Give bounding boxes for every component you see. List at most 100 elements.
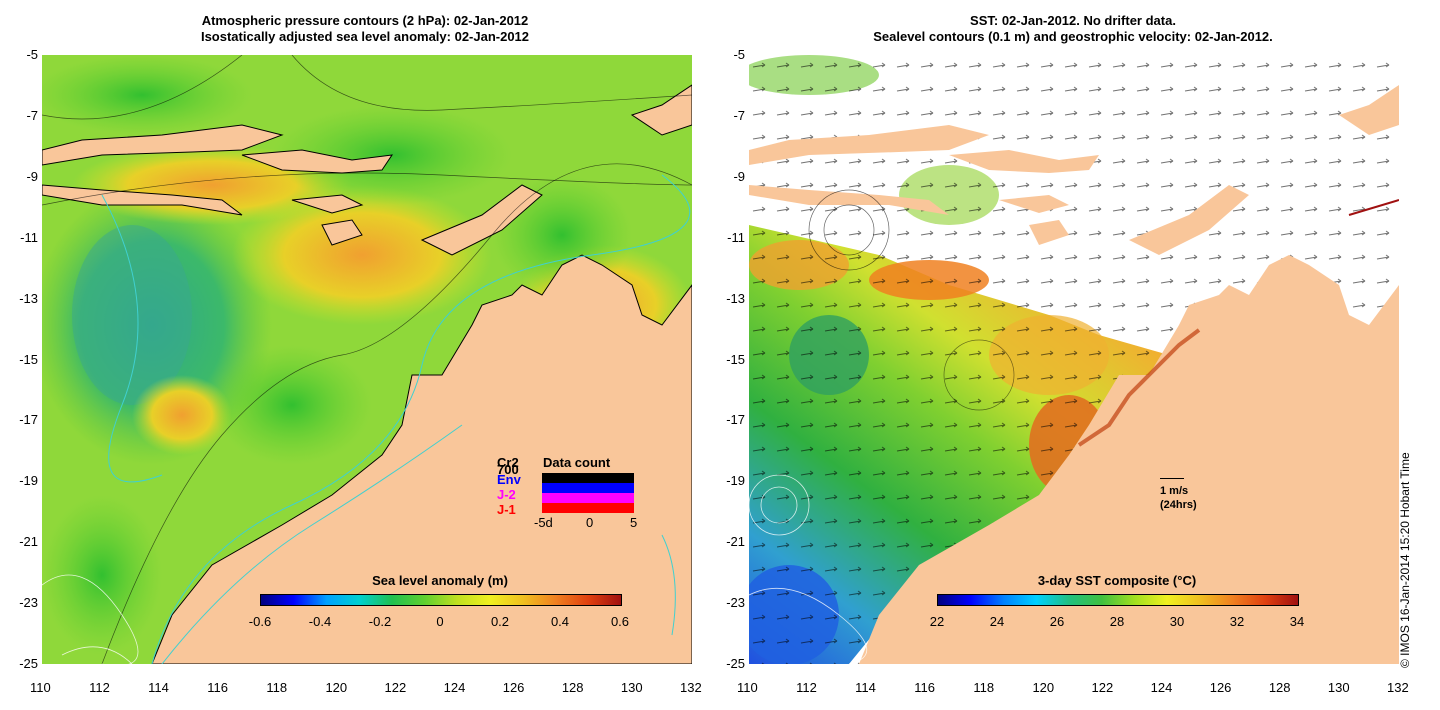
- env-bar: [542, 483, 634, 493]
- left-x-tick-9: 128: [561, 680, 584, 695]
- left-x-tick-3: 116: [207, 680, 228, 695]
- left-y-tick-10: -25: [19, 656, 38, 671]
- j2-bar: [542, 493, 634, 503]
- right-x-tick-10: 130: [1327, 680, 1350, 695]
- left-colorbar-label-1: -0.4: [308, 614, 332, 629]
- left-x-tick-5: 120: [325, 680, 348, 695]
- right-x-tick-2: 114: [855, 680, 876, 695]
- velocity-scale-sublabel: (24hrs): [1160, 499, 1197, 511]
- data-count-axis-start: -5d: [534, 515, 553, 530]
- left-colorbar-title: Sea level anomaly (m): [372, 573, 508, 588]
- sat-j2-label: J-2: [497, 487, 516, 502]
- left-colorbar: [260, 594, 622, 606]
- right-x-tick-11: 132: [1387, 680, 1409, 695]
- right-y-tick-10: -25: [726, 656, 745, 671]
- timor-island-sst: [1129, 185, 1249, 255]
- right-y-tick-7: -19: [726, 473, 745, 489]
- right-colorbar-label-1: 24: [989, 614, 1005, 629]
- right-x-tick-0: 110: [737, 680, 758, 695]
- banda-island-east: [630, 84, 692, 136]
- right-y-tick-0: -5: [733, 47, 745, 62]
- left-x-tick-0: 110: [30, 680, 51, 695]
- data-count-bars: [542, 473, 634, 513]
- java-island: [42, 124, 284, 166]
- data-count-axis-mid: 0: [586, 515, 594, 530]
- sst-map-svg: [749, 55, 1399, 664]
- left-colorbar-label-0: -0.6: [248, 614, 272, 629]
- velocity-scale-arrow: [1160, 478, 1184, 479]
- left-colorbar-label-4: 0.2: [490, 614, 510, 629]
- right-colorbar-label-3: 28: [1109, 614, 1125, 629]
- data-count-title: Data count: [543, 455, 611, 470]
- right-x-tick-5: 120: [1032, 680, 1055, 695]
- left-x-tick-10: 130: [620, 680, 643, 695]
- right-y-tick-2: -9: [733, 168, 745, 184]
- right-title-line1: SST: 02-Jan-2012. No drifter data.: [970, 13, 1176, 28]
- sst-map: [749, 55, 1399, 664]
- flores-island-sst: [949, 150, 1099, 173]
- banda-island-east-sst: [1339, 85, 1399, 135]
- velocity-scale-label: 1 m/s: [1160, 485, 1189, 497]
- right-y-tick-3: -11: [727, 229, 745, 245]
- left-y-tick-3: -11: [20, 229, 38, 245]
- lesser-sunda-islands: [42, 184, 243, 216]
- right-colorbar-label-6: 34: [1289, 614, 1305, 629]
- right-colorbar-label-5: 32: [1229, 614, 1245, 629]
- right-x-tick-3: 116: [914, 680, 935, 695]
- left-x-tick-8: 126: [502, 680, 525, 695]
- right-y-tick-9: -23: [726, 595, 745, 611]
- right-colorbar-label-2: 26: [1049, 614, 1065, 629]
- left-y-tick-4: -13: [19, 290, 38, 306]
- right-y-tick-5: -15: [726, 351, 745, 367]
- left-title-line2: Isostatically adjusted sea level anomaly…: [200, 29, 530, 44]
- flores-south-island-sst: [1029, 220, 1069, 245]
- j1-bar: [542, 503, 634, 513]
- left-title: Atmospheric pressure contours (2 hPa): 0…: [40, 13, 690, 45]
- right-y-tick-4: -13: [726, 290, 745, 306]
- flores-south-island: [321, 219, 363, 246]
- sat-j1-label: J-1: [497, 502, 516, 517]
- left-colorbar-label-6: 0.6: [610, 614, 630, 629]
- sumba-island-sst: [999, 195, 1069, 213]
- left-y-tick-0: -5: [26, 47, 38, 62]
- sea-level-anomaly-map: [42, 55, 692, 664]
- left-colorbar-label-2: -0.2: [368, 614, 392, 629]
- left-x-tick-2: 114: [148, 680, 169, 695]
- left-title-line1: Atmospheric pressure contours (2 hPa): 0…: [201, 13, 529, 28]
- sat-700-label: 700: [497, 462, 519, 477]
- australia-landmass: [151, 254, 692, 664]
- data-count-axis-end: 5: [630, 515, 638, 530]
- lesser-sunda-islands-sst: [749, 185, 949, 215]
- sla-map-svg: [42, 55, 692, 664]
- right-x-tick-8: 126: [1209, 680, 1232, 695]
- right-x-tick-4: 118: [973, 680, 995, 695]
- left-x-tick-1: 112: [89, 680, 110, 695]
- right-colorbar-title: 3-day SST composite (°C): [1037, 573, 1197, 588]
- australia-landmass-sst: [859, 255, 1399, 664]
- right-colorbar-label-4: 30: [1169, 614, 1185, 629]
- timor-island: [420, 184, 543, 256]
- left-x-tick-6: 122: [384, 680, 407, 695]
- left-y-tick-7: -19: [19, 473, 38, 489]
- copyright-text: © IMOS 16-Jan-2014 15:20 Hobart Time: [1398, 452, 1412, 668]
- sumba-island: [291, 194, 364, 214]
- right-x-tick-1: 112: [796, 680, 817, 695]
- right-x-tick-6: 122: [1091, 680, 1114, 695]
- left-x-tick-11: 132: [680, 680, 702, 695]
- left-y-tick-5: -15: [19, 351, 38, 367]
- left-y-tick-2: -9: [26, 168, 38, 184]
- right-colorbar: [937, 594, 1299, 606]
- java-island-sst: [749, 125, 989, 165]
- left-x-tick-4: 118: [266, 680, 288, 695]
- right-y-tick-6: -17: [726, 412, 745, 428]
- flores-island: [241, 149, 394, 174]
- left-y-tick-8: -21: [19, 534, 38, 550]
- left-colorbar-label-3: 0: [436, 614, 444, 629]
- right-y-tick-1: -7: [733, 107, 745, 123]
- left-y-tick-1: -7: [26, 107, 38, 123]
- sat-cr2-label: Cr2: [497, 455, 519, 470]
- right-x-tick-9: 128: [1268, 680, 1291, 695]
- left-y-tick-6: -17: [19, 412, 38, 428]
- right-y-tick-8: -21: [726, 534, 745, 550]
- right-x-tick-7: 124: [1150, 680, 1173, 695]
